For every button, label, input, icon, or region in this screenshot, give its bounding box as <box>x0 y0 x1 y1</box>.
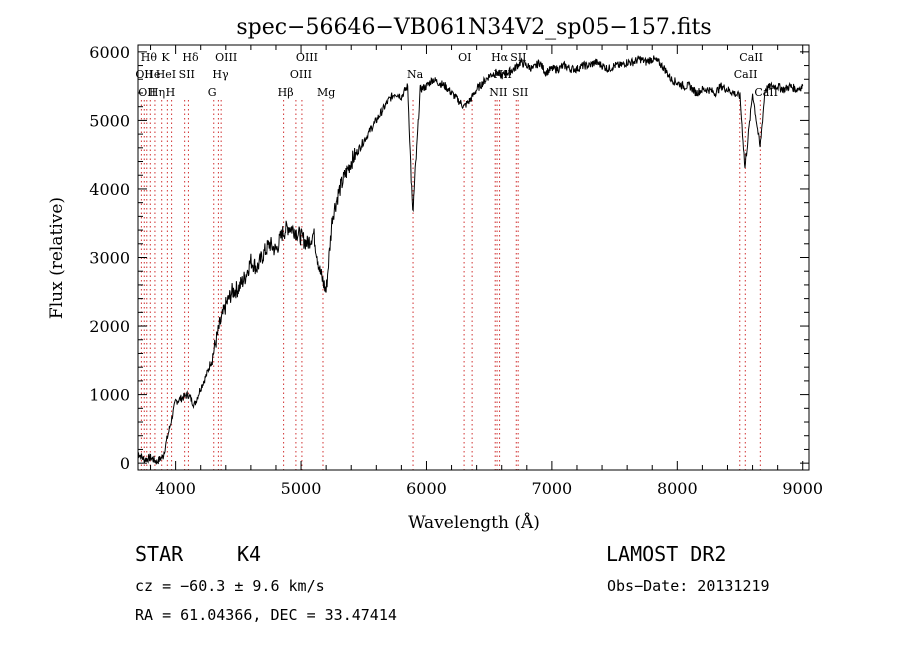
marker-labels: OIIOIIHθHeHηHeIKHSIIHδGHγOIIIHβOIIIOIIIM… <box>135 51 778 99</box>
plot-frame <box>137 44 810 471</box>
survey-name: LAMOST DR2 <box>606 542 726 566</box>
x-tick-label: 4000 <box>155 479 196 498</box>
spectral-line-label: SII <box>512 86 528 99</box>
spectral-line-label: Hγ <box>212 68 229 81</box>
spectral-line-label: NII <box>489 86 507 99</box>
spectral-line-label: Mg <box>317 86 335 99</box>
spectral-line-label: Hα <box>491 51 509 64</box>
spectral-line-label: Hβ <box>278 86 294 99</box>
spectral-line-label: OIII <box>215 51 237 64</box>
y-tick-label: 0 <box>120 454 130 473</box>
spectral-line-label: CaII <box>734 68 758 81</box>
x-tick-label: 8000 <box>657 479 698 498</box>
spectral-line-label: OII <box>138 86 156 99</box>
y-tick-label: 4000 <box>89 180 130 199</box>
spectral-line-label: Hθ <box>141 51 158 64</box>
spectral-line-label: H <box>166 86 176 99</box>
y-tick-label: 6000 <box>89 43 130 62</box>
x-tick-label: 7000 <box>532 479 573 498</box>
observation-date: Obs−Date: 20131219 <box>607 577 770 595</box>
x-axis-label: Wavelength (Å) <box>408 512 540 533</box>
y-tick-label: 1000 <box>89 386 130 405</box>
x-tick-label: 5000 <box>281 479 322 498</box>
sky-coordinates: RA = 61.04366, DEC = 33.47414 <box>135 606 397 624</box>
spectral-line-label: OIII <box>290 68 312 81</box>
spectral-line-label: OIII <box>296 51 318 64</box>
y-tick-label: 3000 <box>89 249 130 268</box>
spectral-line-label: OI <box>458 51 471 64</box>
line-markers <box>140 100 761 470</box>
chart-title: spec−56646−VB061N34V2_sp05−157.fits <box>236 15 711 40</box>
y-axis-ticks: 0 1000 2000 3000 4000 5000 6000 <box>89 43 809 473</box>
x-tick-label: 9000 <box>782 479 823 498</box>
y-tick-label: 5000 <box>89 111 130 130</box>
spectrum-series-line <box>138 55 804 465</box>
spectral-line-label: Na <box>407 68 424 81</box>
spectral-line-label: HeI <box>156 68 176 81</box>
x-axis-ticks: 4000 5000 6000 7000 8000 9000 <box>150 45 823 498</box>
spectral-line-label: G <box>208 86 217 99</box>
spectral-line-label: CaII <box>739 51 763 64</box>
object-subclass: K4 <box>237 542 261 566</box>
spectral-line-label: Hη <box>149 86 165 99</box>
spectral-line-label: SII <box>179 68 195 81</box>
object-class: STAR <box>135 542 184 566</box>
spectral-line-label: Hδ <box>182 51 199 64</box>
spectral-line-label: OII <box>135 68 153 81</box>
spectral-line-label: CaII <box>754 86 778 99</box>
spectral-line-label: He <box>144 68 160 81</box>
spectral-line-label: K <box>161 51 170 64</box>
y-axis-label: Flux (relative) <box>47 197 67 319</box>
y-tick-label: 2000 <box>89 317 130 336</box>
redshift-velocity: cz = −60.3 ± 9.6 km/s <box>135 577 325 595</box>
x-tick-label: 6000 <box>406 479 447 498</box>
